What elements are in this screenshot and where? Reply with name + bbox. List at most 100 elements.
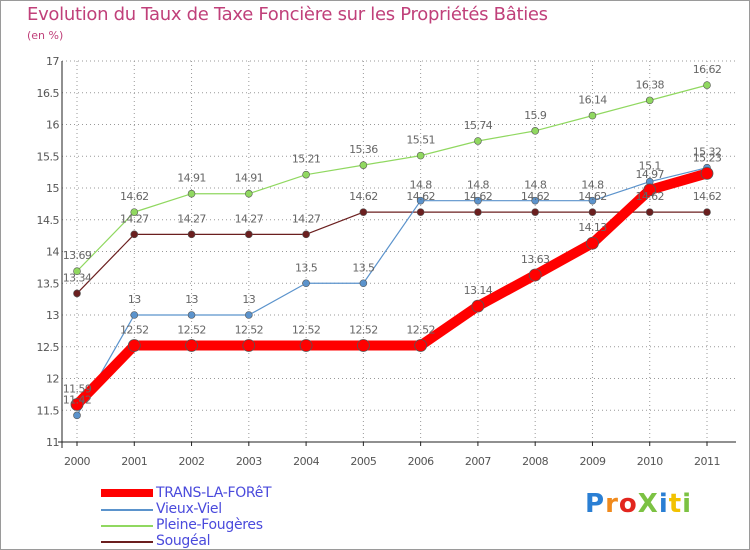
x-tick-label: 2011 [694,455,720,468]
data-point [356,339,370,352]
data-label: 14.27 [235,212,264,225]
legend-label-pleine-fougeres: Pleine-Fougères [156,517,263,533]
data-point [586,236,599,250]
y-tick-label: 13 [46,309,59,322]
legend-label-sougeal: Sougéal [156,533,211,549]
data-point [73,411,81,420]
data-point [302,170,310,179]
data-label: 15.51 [406,134,435,147]
data-label: 11.59 [63,383,92,396]
data-label: 12.52 [349,323,378,336]
data-label: 13.14 [464,284,493,297]
data-label: 15.32 [693,146,722,159]
data-label: 14.8 [467,179,490,192]
data-label: 14.62 [120,190,149,203]
x-tick-label: 2005 [350,455,376,468]
data-point [73,289,81,298]
data-label: 14.62 [464,190,493,203]
x-tick-label: 2004 [293,455,319,468]
data-point [416,196,425,205]
data-label: 14.91 [235,172,264,185]
data-label: 11.42 [63,393,92,406]
data-point [703,81,711,89]
data-label: 14.62 [578,190,607,203]
data-label: 13.63 [521,253,550,266]
data-label: 12.52 [120,323,149,336]
data-point [130,208,139,216]
data-label: 16.14 [578,94,607,107]
x-tick-label: 2002 [179,455,205,468]
data-label: 12.52 [235,323,264,336]
data-label: 14.62 [406,190,435,203]
proxiti-logo: ProXiti [585,489,693,519]
data-point [299,339,313,352]
data-point [73,267,81,275]
data-label: 13.69 [63,249,92,262]
data-label: 16.62 [693,63,722,76]
data-label: 15.1 [639,160,661,173]
data-label: 15.23 [693,151,722,164]
data-point [414,339,428,352]
data-label: 14.91 [177,172,206,185]
data-label: 13.5 [295,261,318,274]
y-tick-label: 11.5 [37,404,60,417]
legend-swatch-trans-la-foret [101,489,153,497]
data-point [531,208,539,216]
data-label: 14.8 [410,179,433,192]
legend-label-trans-la-foret: TRANS-LA-FORêT [156,485,272,501]
y-tick-label: 14 [46,246,59,259]
data-label: 15.21 [292,153,321,166]
data-point [185,339,198,352]
data-point [588,208,597,216]
data-point [245,230,253,239]
data-label: 14.13 [578,221,607,234]
data-point [474,196,482,205]
data-point [531,127,539,135]
legend-swatch-sougeal [101,541,153,543]
data-label: 14.62 [349,190,378,203]
series-line [76,84,708,272]
x-tick-label: 2001 [121,455,147,468]
data-point [187,230,196,239]
data-point [242,339,256,352]
y-tick-label: 12 [46,373,59,386]
data-label: 14.8 [524,179,547,192]
x-tick-label: 2008 [522,455,548,468]
data-point [359,161,368,169]
data-point [302,279,310,288]
y-tick-label: 13.5 [37,277,60,290]
data-point [130,230,139,239]
data-point [643,183,657,197]
y-tick-label: 11 [46,436,59,449]
data-label: 15.36 [349,143,378,156]
data-label: 13 [128,293,141,306]
data-label: 12.52 [177,323,206,336]
data-label: 13.34 [63,271,92,284]
data-point [645,208,654,216]
data-point [359,279,368,288]
data-point [588,196,597,205]
data-point [187,311,196,319]
data-point [359,208,368,216]
y-tick-label: 16.5 [37,87,60,100]
data-label: 12.52 [406,323,435,336]
data-point [416,151,425,160]
y-tick-label: 17 [46,55,59,68]
y-tick-label: 16 [46,119,59,132]
data-label: 14.97 [635,168,664,181]
y-tick-label: 14.5 [37,214,60,227]
x-tick-label: 2003 [236,455,262,468]
legend-swatch-vieux-viel [101,509,153,511]
data-point [645,96,654,105]
data-point [474,208,482,216]
data-point [531,196,539,205]
data-point [187,189,196,198]
data-point [528,268,542,282]
series-line [72,168,712,410]
x-tick-label: 2010 [637,455,663,468]
unit-label: (en %) [27,29,64,42]
data-label: 14.27 [292,212,321,225]
legend-swatch-pleine-fougeres [101,525,153,527]
data-point [130,311,139,319]
